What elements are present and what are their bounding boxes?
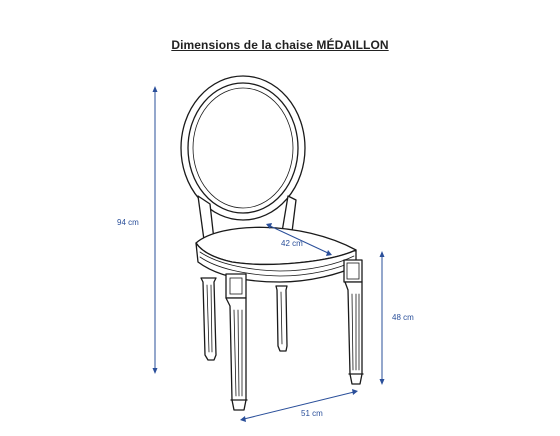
back-left-leg bbox=[200, 277, 217, 361]
seat-depth-label: 42 cm bbox=[281, 239, 303, 248]
dimension-width: 51 cm bbox=[240, 389, 358, 422]
medallion-backrest bbox=[180, 75, 306, 241]
diagram-title: Dimensions de la chaise MÉDAILLON bbox=[171, 38, 389, 52]
dimension-seat-height: 48 cm bbox=[379, 251, 414, 385]
seat-height-label: 48 cm bbox=[392, 313, 414, 322]
dimension-height-total: 94 cm bbox=[117, 86, 158, 374]
seat bbox=[195, 226, 363, 299]
height-total-label: 94 cm bbox=[117, 218, 139, 227]
dimension-seat-depth: 42 cm bbox=[266, 223, 332, 256]
front-left-leg bbox=[225, 297, 248, 411]
width-label: 51 cm bbox=[301, 409, 323, 418]
front-right-leg bbox=[344, 281, 364, 385]
chair-drawing bbox=[180, 75, 364, 411]
back-right-leg bbox=[275, 285, 288, 352]
